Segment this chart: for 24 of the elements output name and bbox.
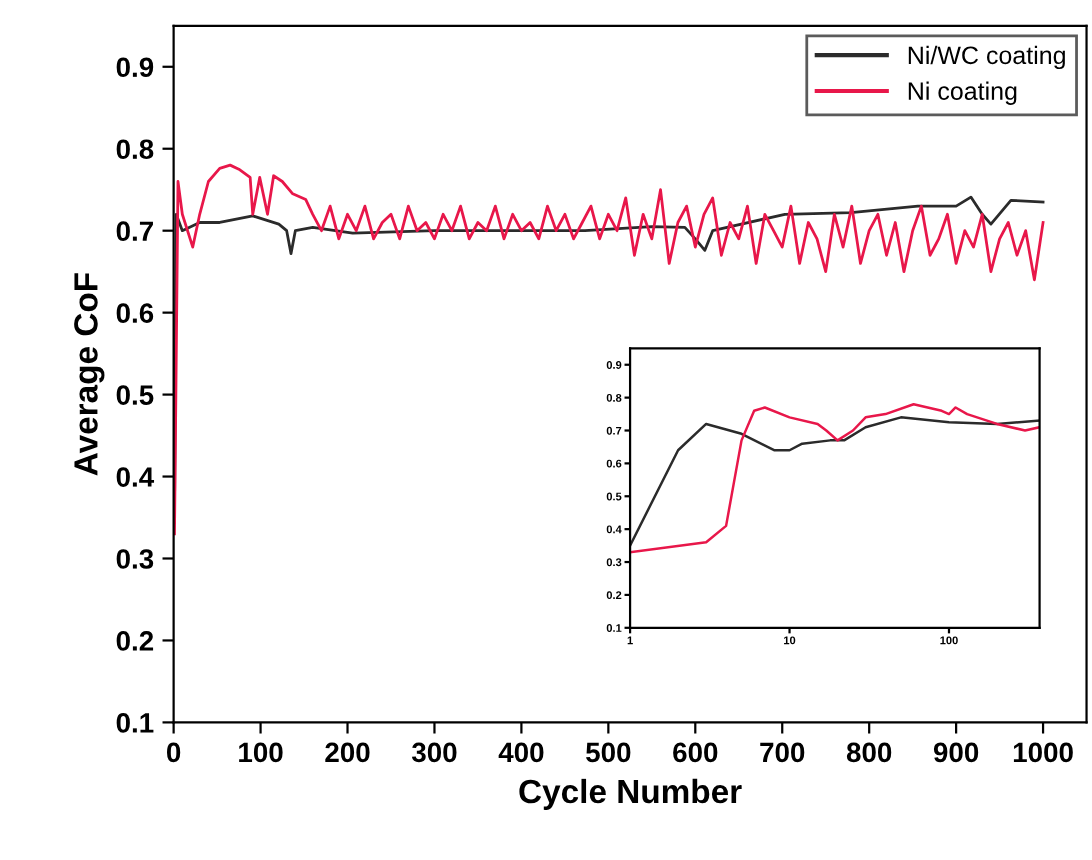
legend-label: Ni/WC coating: [908, 45, 1065, 70]
x-tick-label: 700: [760, 742, 805, 763]
y-axis-title: Average CoF: [74, 273, 105, 476]
x-axis-title: Cycle Number: [519, 778, 742, 810]
x-tick-label: 100: [239, 742, 283, 763]
y-tick-label: 0.1: [116, 713, 154, 733]
y-tick-label: 0.2: [116, 631, 154, 651]
y-tick-label: 0.4: [116, 467, 155, 487]
y-tick-label: 0.8: [116, 139, 154, 160]
x-tick-label: 800: [846, 742, 892, 763]
x-tick-label: 900: [933, 742, 979, 763]
x-tick-label: 200: [325, 742, 370, 763]
x-tick-label: 300: [411, 742, 457, 763]
x-tick-label: 1000: [1013, 742, 1073, 763]
x-tick-label: 400: [498, 742, 544, 763]
y-tick-label: 0.7: [116, 221, 153, 242]
y-tick-label: 0.3: [116, 549, 154, 569]
x-tick-label: 0: [167, 742, 181, 763]
x-tick-label: 500: [586, 742, 631, 763]
x-tick-label: 600: [673, 742, 718, 763]
legend-label: Ni coating: [908, 81, 1017, 105]
y-tick-label: 0.6: [116, 303, 154, 323]
y-tick-label: 0.9: [116, 57, 154, 78]
y-tick-label: 0.5: [116, 385, 154, 405]
